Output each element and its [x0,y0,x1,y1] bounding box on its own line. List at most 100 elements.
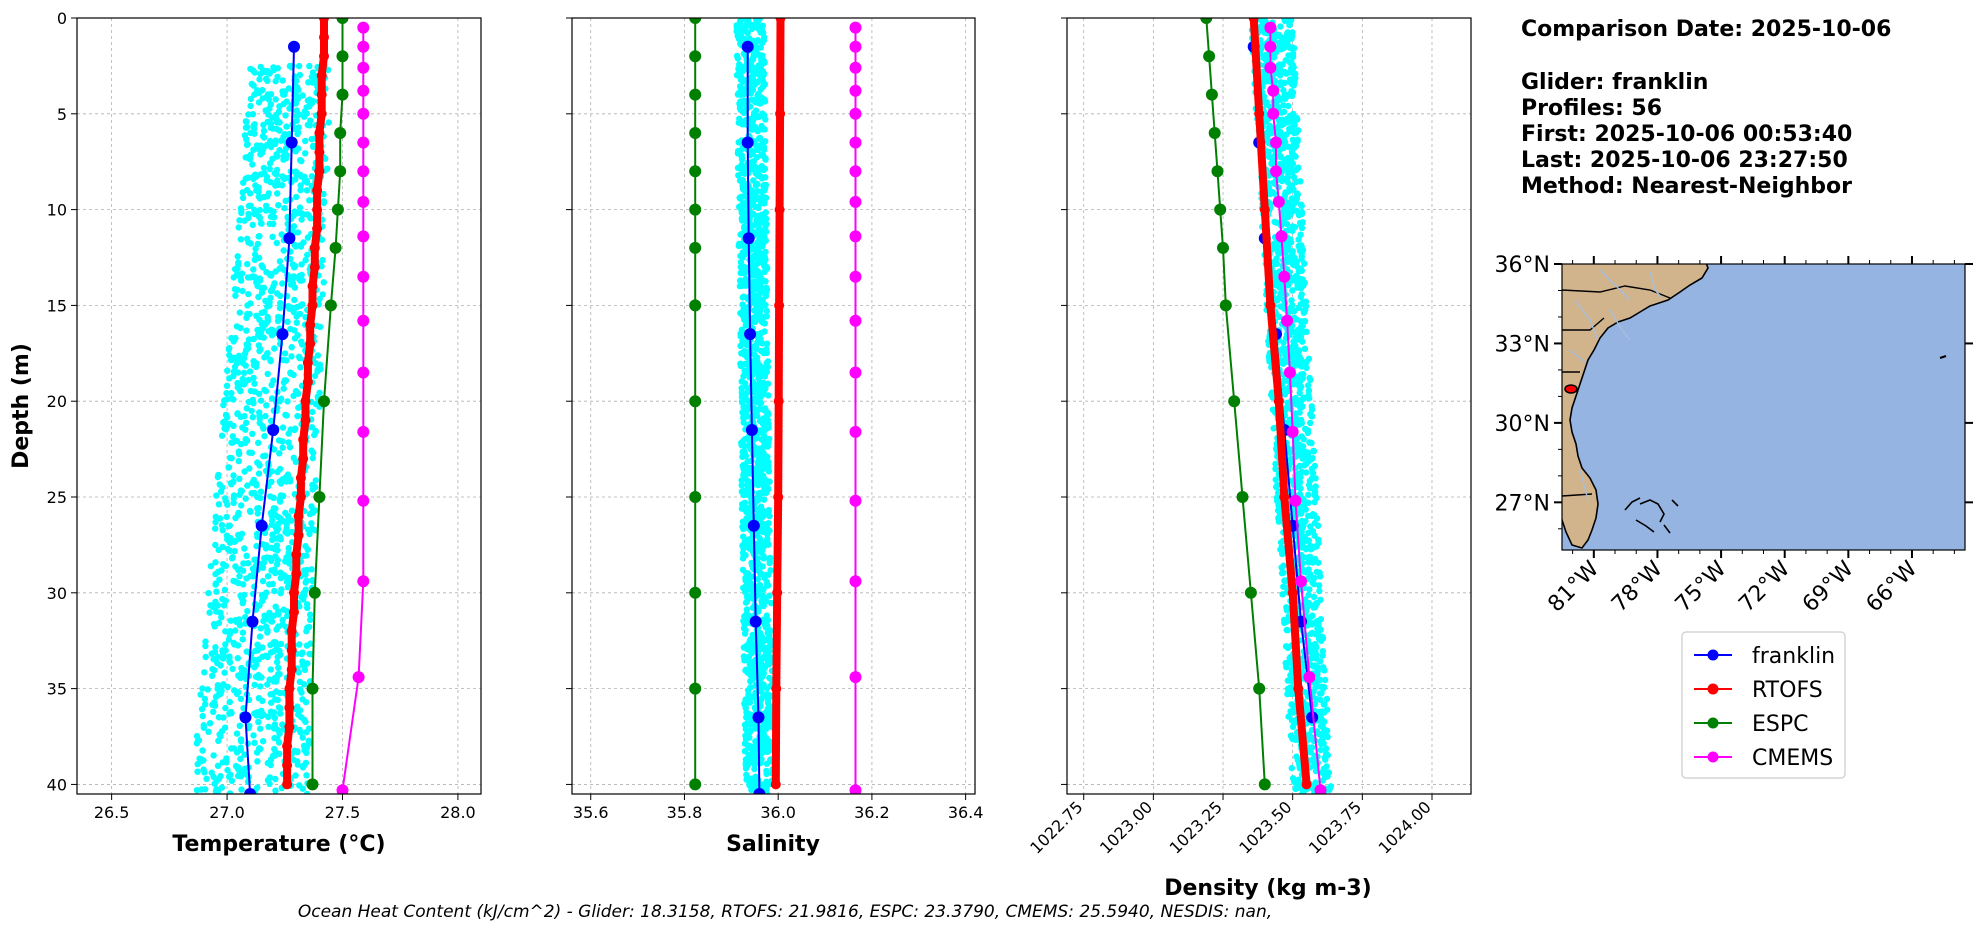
salinity-xtick-label: 36.0 [760,803,796,822]
obs-point [737,76,744,83]
obs-point [1312,648,1319,655]
obs-point [739,301,746,308]
obs-point [1305,481,1313,489]
obs-point [268,699,275,706]
obs-point [308,135,315,143]
obs-point [249,414,256,421]
temperature-espc-marker [324,299,337,312]
obs-point [736,100,743,107]
obs-point [294,129,302,136]
obs-point [253,530,261,538]
density-xtick-label: 1023.50 [1235,797,1295,857]
obs-point [1301,534,1309,541]
obs-point [1293,753,1300,760]
obs-point [758,318,765,325]
legend-box [1681,631,1846,779]
temperature-espc-marker [331,203,344,216]
density-cmems-marker [1278,270,1291,283]
temperature-rtofs-marker [282,760,293,771]
obs-point [238,270,246,277]
density-espc-marker [1200,18,1213,24]
obs-point [753,312,761,320]
obs-point [1279,289,1286,296]
density-rtofs-marker [1293,683,1304,694]
obs-point [262,75,270,83]
temperature-rtofs-marker [305,319,316,330]
obs-point [293,117,300,124]
obs-point [750,396,758,403]
obs-point [304,211,311,218]
obs-point [1272,260,1279,268]
obs-point [735,119,742,126]
obs-point [261,386,268,394]
temperature-cmems-marker [357,40,370,53]
obs-point [268,468,275,475]
obs-point [253,661,260,668]
temperature-rtofs-marker [312,204,323,215]
obs-point [1301,345,1309,352]
obs-point [236,573,243,580]
obs-point [761,126,768,133]
temperature-rtofs-marker [314,147,325,158]
obs-point [1283,115,1290,123]
obs-point [285,512,292,520]
density-cmems-marker [1275,230,1288,243]
obs-point [261,593,268,600]
salinity-rtofs-marker [774,204,785,215]
salinity-espc-marker [689,491,702,503]
obs-point [273,119,281,126]
obs-point [754,21,761,29]
obs-point [230,274,237,281]
obs-point [213,492,220,499]
density-cmems-marker [1286,425,1299,438]
salinity-espc-marker [689,165,702,178]
obs-point [273,626,280,633]
obs-point [272,182,279,189]
obs-point [1276,146,1284,153]
obs-point [1289,110,1297,118]
obs-point [206,609,213,616]
obs-point [260,324,267,332]
obs-point [286,444,294,451]
obs-point [231,547,238,555]
obs-point [261,68,268,76]
obs-point [755,90,762,98]
obs-point [223,390,230,397]
obs-point [228,709,235,717]
obs-point [763,228,770,235]
obs-point [215,471,222,479]
obs-point [217,733,224,740]
obs-point [281,350,289,357]
obs-point [237,755,244,763]
obs-point [309,69,317,76]
temperature-ytick-label: 0 [57,9,67,28]
obs-point [1292,74,1299,82]
obs-point [1323,763,1330,770]
obs-point [764,484,771,491]
obs-point [1280,102,1287,109]
obs-point [297,157,304,164]
obs-point [279,77,286,84]
obs-point [1296,362,1303,369]
obs-point [279,424,287,431]
obs-point [263,554,270,561]
obs-point [752,285,759,293]
obs-point [754,339,761,346]
obs-point [270,377,277,384]
obs-point [296,678,303,685]
obs-point [233,730,241,737]
obs-point [269,536,276,544]
salinity-espc-marker [689,682,702,695]
obs-point [1310,663,1317,670]
temperature-espc-marker [318,395,330,408]
obs-point [244,608,251,615]
obs-point [302,586,309,593]
obs-point [240,560,247,567]
obs-point [306,530,313,538]
density-franklin-marker [1306,711,1319,724]
obs-point [1294,284,1301,291]
obs-point [268,478,275,485]
obs-point [296,641,303,648]
obs-point [1299,298,1307,306]
obs-point [252,673,260,680]
